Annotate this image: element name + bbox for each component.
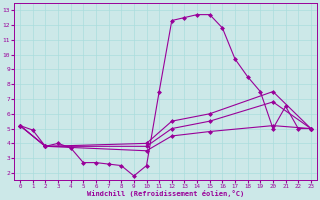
X-axis label: Windchill (Refroidissement éolien,°C): Windchill (Refroidissement éolien,°C)	[87, 190, 244, 197]
